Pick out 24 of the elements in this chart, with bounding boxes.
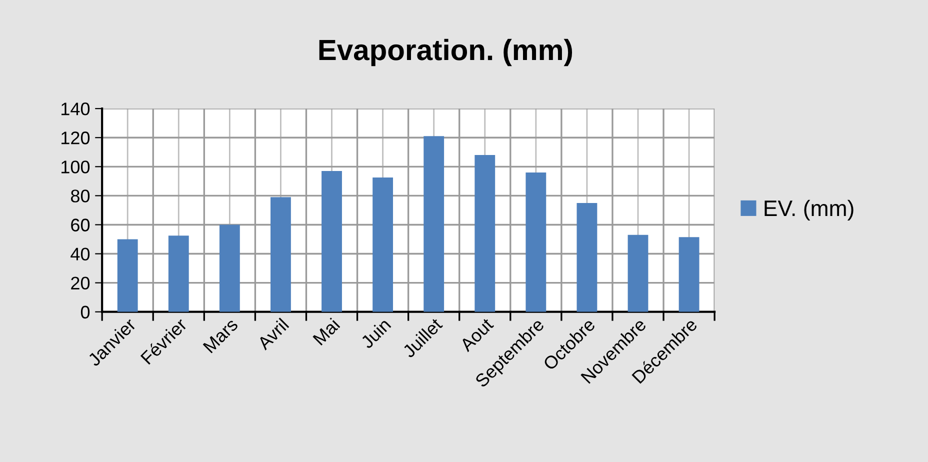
bar [628,234,648,312]
y-tick-label: 0 [80,306,90,319]
bar [322,171,342,312]
y-tick-label: 20 [71,276,90,290]
bar [678,237,700,312]
bar [372,178,394,312]
bar [270,197,291,312]
chart-title: Evaporation. (mm) [319,38,572,66]
y-tick-label: 40 [70,248,90,260]
bar [424,136,444,312]
y-tick-label: 100 [62,160,90,174]
legend-label: EV. (mm) [764,200,854,221]
y-tick-label: 120 [62,132,90,144]
bar [474,155,496,312]
bar [168,236,189,312]
y-tick-label: 80 [70,190,90,202]
bar [117,239,138,312]
x-tick-label: Juin [360,318,392,350]
x-tick-label: Mai [312,318,340,346]
y-tick-label: 140 [62,102,90,116]
y-tick-label: 60 [71,218,90,232]
bar [219,224,240,312]
bar [576,202,598,312]
bar [526,172,546,312]
